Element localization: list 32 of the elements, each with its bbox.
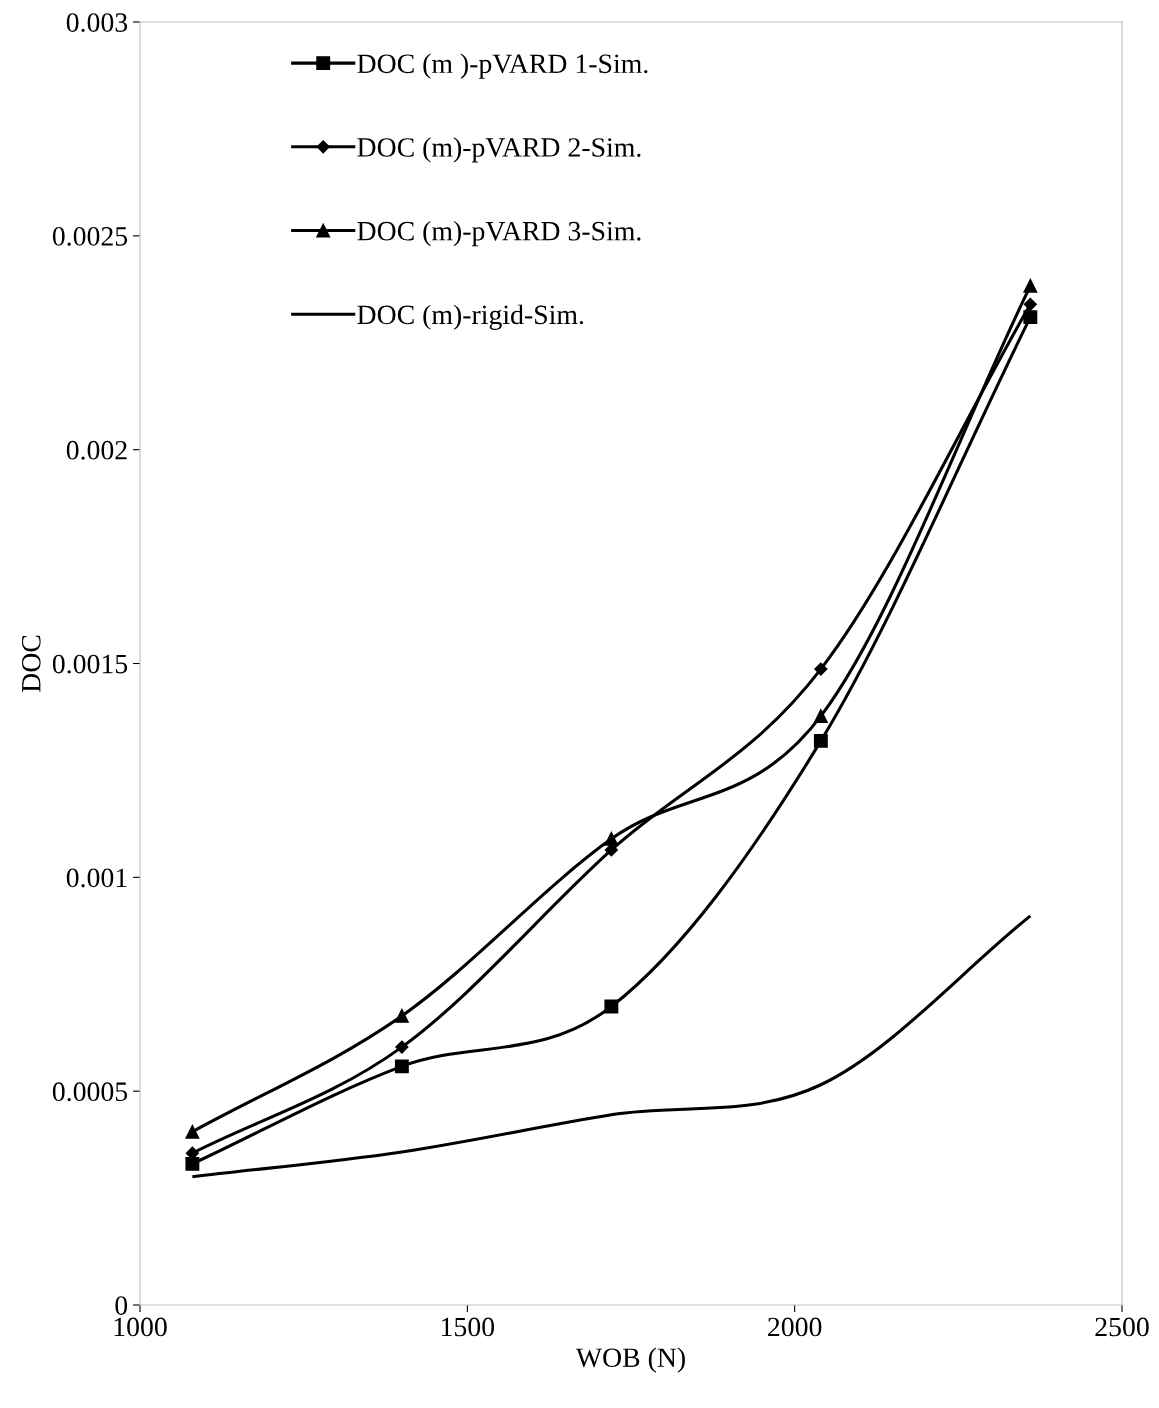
legend-label: DOC (m )-pVARD 1-Sim. <box>357 53 648 79</box>
line-series <box>190 914 1032 1179</box>
x-axis-title: WOB (N) <box>575 1347 685 1373</box>
point <box>813 733 828 748</box>
y-tick-label: 0.0025 <box>52 227 128 246</box>
x-tick-label: 1500 <box>442 1317 495 1337</box>
legend-label: DOC (m)-pVARD 2-Sim. <box>357 137 641 163</box>
y-tick-label: 0.003 <box>66 13 128 33</box>
y-tick-label: 0.0015 <box>52 654 128 674</box>
legend-label: DOC (m)-rigid-Sim. <box>357 304 584 330</box>
x-tick-label: 2000 <box>768 1317 822 1337</box>
x-tick-label: 1000 <box>114 1317 167 1337</box>
x-tick-label: 2500 <box>1095 1317 1149 1337</box>
point <box>1023 310 1038 325</box>
point <box>1023 297 1037 311</box>
point <box>394 1008 409 1023</box>
point <box>604 843 618 857</box>
point <box>1023 278 1038 293</box>
point <box>604 831 619 846</box>
legend-label: DOC (m)-pVARD 3-Sim. <box>357 220 641 247</box>
point <box>604 999 619 1014</box>
y-tick-label: 0.0005 <box>52 1082 128 1102</box>
point <box>394 1059 409 1074</box>
point <box>185 1124 200 1139</box>
y-tick-label: 0.001 <box>66 868 127 888</box>
point <box>814 662 828 676</box>
y-axis-title: DOC <box>21 635 41 693</box>
y-tick-label: 0.002 <box>66 440 127 460</box>
point <box>395 1040 409 1054</box>
point <box>185 1156 200 1171</box>
point <box>813 709 828 724</box>
y-tick-label: 0 <box>115 1296 128 1315</box>
